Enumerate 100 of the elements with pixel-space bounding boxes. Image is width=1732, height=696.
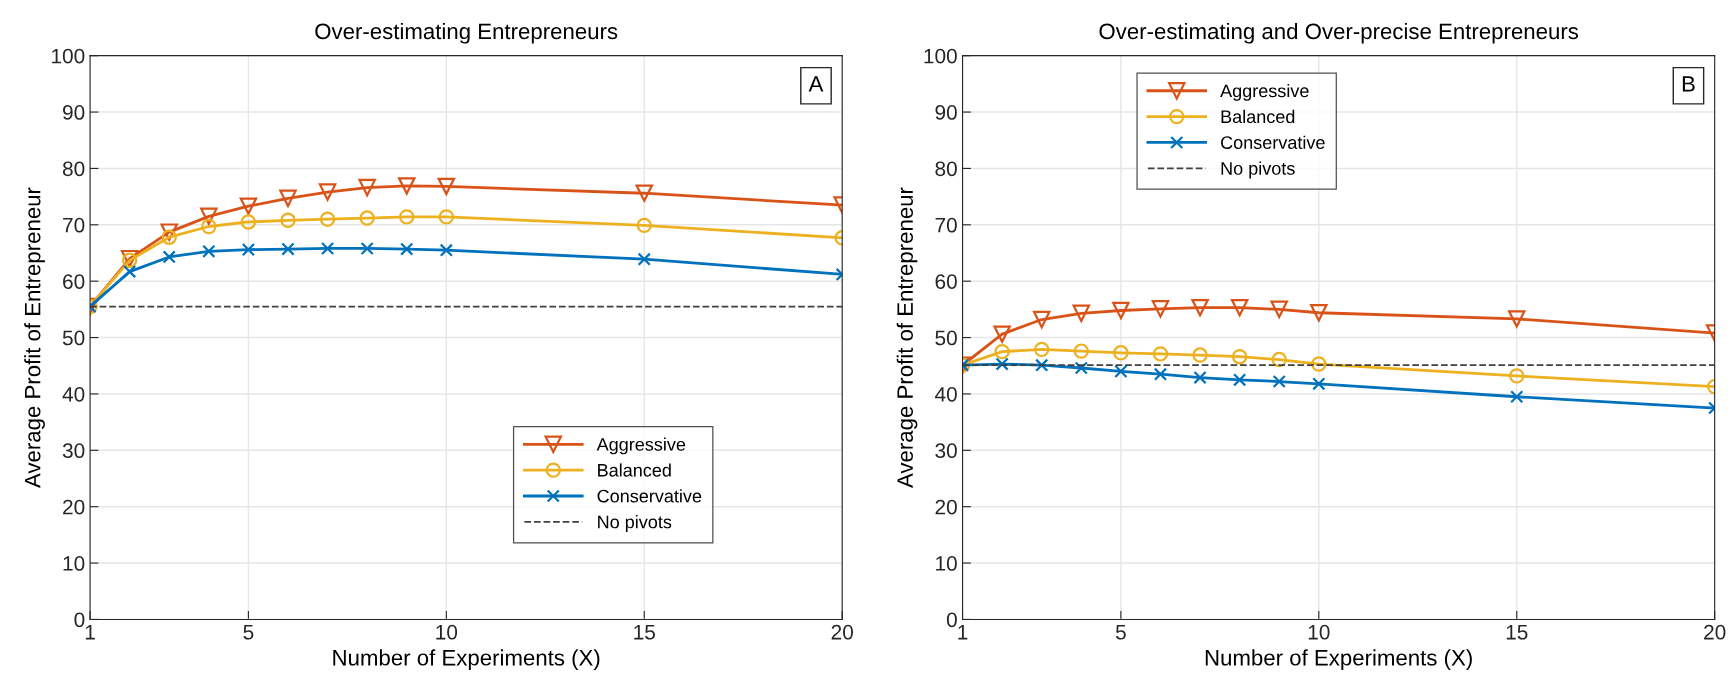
point bbox=[240, 214, 257, 230]
y-tick-label: 70 bbox=[63, 217, 85, 233]
point bbox=[438, 209, 455, 225]
x-tick-label: 10 bbox=[1308, 624, 1330, 640]
point bbox=[636, 217, 652, 234]
point bbox=[1310, 304, 1328, 322]
y-tick-label: 40 bbox=[934, 386, 957, 402]
y-tick-label: 80 bbox=[935, 161, 957, 177]
y-tick-label: 20 bbox=[935, 499, 957, 515]
x-tick-label: 5 bbox=[1115, 625, 1126, 640]
point bbox=[400, 242, 414, 256]
point bbox=[1193, 370, 1207, 385]
point bbox=[1152, 346, 1169, 362]
y-tick-label: 80 bbox=[62, 161, 85, 177]
x-tick-label: 5 bbox=[243, 625, 254, 640]
point bbox=[1153, 367, 1168, 381]
y-tick-label: 90 bbox=[63, 105, 85, 120]
y-tick-label: 40 bbox=[62, 386, 85, 402]
point bbox=[359, 210, 375, 226]
x-tick-label: 1 bbox=[85, 625, 95, 640]
point bbox=[1192, 347, 1208, 363]
point bbox=[1035, 358, 1049, 372]
point bbox=[1034, 341, 1050, 358]
point bbox=[1270, 300, 1288, 319]
y-tick-label: 70 bbox=[935, 217, 957, 233]
y-tick-label: 10 bbox=[63, 556, 85, 571]
point bbox=[1510, 390, 1524, 404]
point bbox=[1508, 310, 1526, 328]
x-axis-title: Number of Experiments (X) bbox=[333, 649, 600, 670]
y-tick-label: 90 bbox=[935, 105, 957, 120]
point bbox=[1073, 343, 1090, 359]
point bbox=[280, 212, 296, 229]
point bbox=[437, 177, 456, 196]
x-tick-label: 20 bbox=[1704, 624, 1726, 640]
point bbox=[281, 242, 295, 256]
point bbox=[160, 223, 178, 241]
y-tick-label: 50 bbox=[935, 330, 957, 346]
x-tick-label: 15 bbox=[1506, 625, 1528, 640]
x-axis-title: Number of Experiments (X) bbox=[1205, 649, 1472, 670]
annotation: B bbox=[1682, 76, 1695, 92]
point bbox=[1074, 361, 1088, 375]
point bbox=[319, 211, 336, 227]
point bbox=[201, 218, 217, 235]
y-tick-label: 100 bbox=[52, 48, 85, 64]
chart-title: Over-estimating Entrepreneurs bbox=[315, 22, 618, 44]
y-tick-label: 30 bbox=[62, 443, 85, 459]
point bbox=[1113, 345, 1129, 361]
point bbox=[1072, 304, 1091, 323]
point bbox=[1151, 300, 1170, 318]
x-tick-label: 10 bbox=[436, 624, 458, 640]
legend-label: Balanced bbox=[598, 463, 671, 477]
x-tick-label: 20 bbox=[831, 624, 853, 640]
point bbox=[1230, 298, 1249, 317]
point bbox=[1231, 349, 1248, 365]
legend-label: Aggressive bbox=[596, 437, 686, 455]
x-tick-label: 1 bbox=[958, 625, 968, 640]
point bbox=[1191, 298, 1209, 317]
legend-label: Conservative bbox=[1221, 135, 1325, 149]
point bbox=[995, 357, 1009, 371]
point bbox=[1271, 351, 1287, 368]
point bbox=[398, 177, 416, 195]
y-tick-label: 10 bbox=[936, 556, 957, 571]
legend-label: No pivots bbox=[1221, 161, 1295, 179]
y-tick-label: 100 bbox=[924, 48, 957, 64]
point bbox=[1112, 301, 1130, 320]
legend-label: Aggressive bbox=[1220, 84, 1309, 101]
point bbox=[161, 229, 177, 245]
y-axis-title: Average Profit of Entrepreneur bbox=[896, 187, 918, 489]
point bbox=[1509, 368, 1525, 384]
legend-label: No pivots bbox=[598, 515, 672, 532]
y-tick-label: 60 bbox=[935, 274, 957, 289]
point bbox=[993, 325, 1011, 343]
point bbox=[635, 184, 654, 202]
point bbox=[1232, 373, 1247, 387]
y-tick-label: 0 bbox=[946, 612, 957, 628]
point bbox=[1272, 374, 1286, 389]
legend-label: Conservative bbox=[597, 489, 702, 503]
y-tick-label: 20 bbox=[63, 499, 85, 515]
point bbox=[399, 209, 415, 225]
point bbox=[122, 264, 137, 279]
annotation: A bbox=[808, 76, 824, 92]
point bbox=[318, 183, 337, 201]
point bbox=[1311, 356, 1327, 372]
y-axis-title: Average Profit of Entrepreneur bbox=[24, 187, 45, 489]
point bbox=[360, 241, 374, 256]
point bbox=[1114, 364, 1128, 379]
y-tick-label: 0 bbox=[74, 612, 85, 628]
point bbox=[279, 189, 297, 208]
point bbox=[239, 197, 258, 215]
chart-title: Over-estimating and Over-precise Entrepreneurs bbox=[1099, 22, 1579, 44]
point bbox=[162, 250, 176, 264]
y-tick-label: 30 bbox=[935, 443, 957, 459]
y-tick-label: 60 bbox=[63, 274, 85, 289]
point bbox=[358, 178, 376, 197]
point bbox=[202, 244, 216, 258]
point bbox=[200, 207, 218, 226]
point bbox=[1032, 310, 1051, 329]
point bbox=[241, 242, 256, 257]
y-tick-label: 50 bbox=[62, 330, 85, 346]
point bbox=[994, 343, 1010, 360]
